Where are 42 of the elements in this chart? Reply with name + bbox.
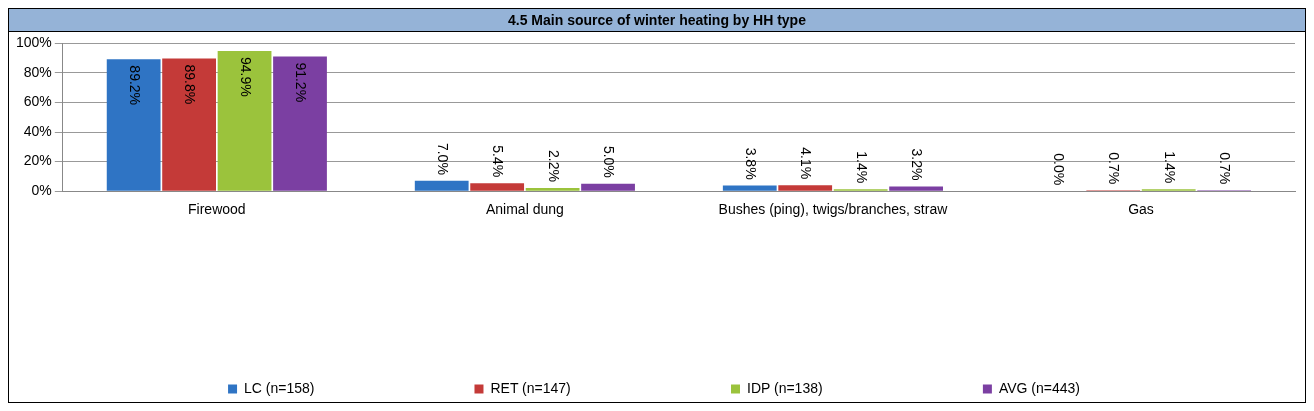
y-tick-label: 0%: [31, 182, 52, 199]
bar: [162, 58, 216, 191]
y-tick-label: 60%: [23, 93, 52, 110]
text: 1.4%: [1161, 151, 1178, 184]
bar: [273, 56, 327, 191]
text: 2.2%: [545, 150, 562, 182]
text: 0.0%: [1050, 153, 1067, 186]
text: 0.7%: [1217, 152, 1234, 185]
text: 3.2%: [909, 148, 926, 181]
bar: [525, 187, 580, 191]
x-tick-label: Gas: [1128, 201, 1154, 218]
text: 3.8%: [742, 147, 759, 180]
y-tick-label: 40%: [23, 122, 52, 139]
x-tick-label: Bushes (ping), twigs/branches, straw: [718, 201, 949, 218]
text: 4.1%: [798, 147, 815, 180]
chart-title: 4.5 Main source of winter heating by HH type: [9, 9, 1305, 32]
x-tick-label: Animal dung: [485, 201, 564, 218]
text: 7.0%: [434, 142, 451, 175]
text: 5.0%: [601, 145, 618, 178]
text: 0.7%: [1106, 152, 1123, 185]
bar: [106, 59, 161, 191]
bar: [581, 183, 635, 191]
text: 91.2%: [293, 62, 310, 103]
text: 89.2%: [126, 65, 143, 106]
legend-label: RET (n=147): [490, 379, 571, 396]
legend-label: LC (n=158): [244, 379, 315, 396]
bar: [414, 180, 469, 191]
bar: [778, 185, 833, 191]
x-tick-label: Firewood: [188, 201, 246, 218]
y-tick-label: 80%: [23, 63, 52, 80]
bar: [889, 186, 943, 191]
y-tick-label: 20%: [23, 152, 52, 169]
legend-label: IDP (n=138): [747, 379, 823, 396]
y-tick-label: 100%: [15, 34, 52, 51]
bar: [470, 183, 525, 191]
bar: [722, 185, 777, 191]
text: 1.4%: [853, 151, 870, 184]
bar: [217, 50, 272, 191]
text: 94.9%: [237, 56, 254, 97]
legend-label: AVG (n=443): [998, 379, 1080, 396]
text: 5.4%: [490, 145, 507, 178]
text: 89.8%: [182, 64, 199, 105]
